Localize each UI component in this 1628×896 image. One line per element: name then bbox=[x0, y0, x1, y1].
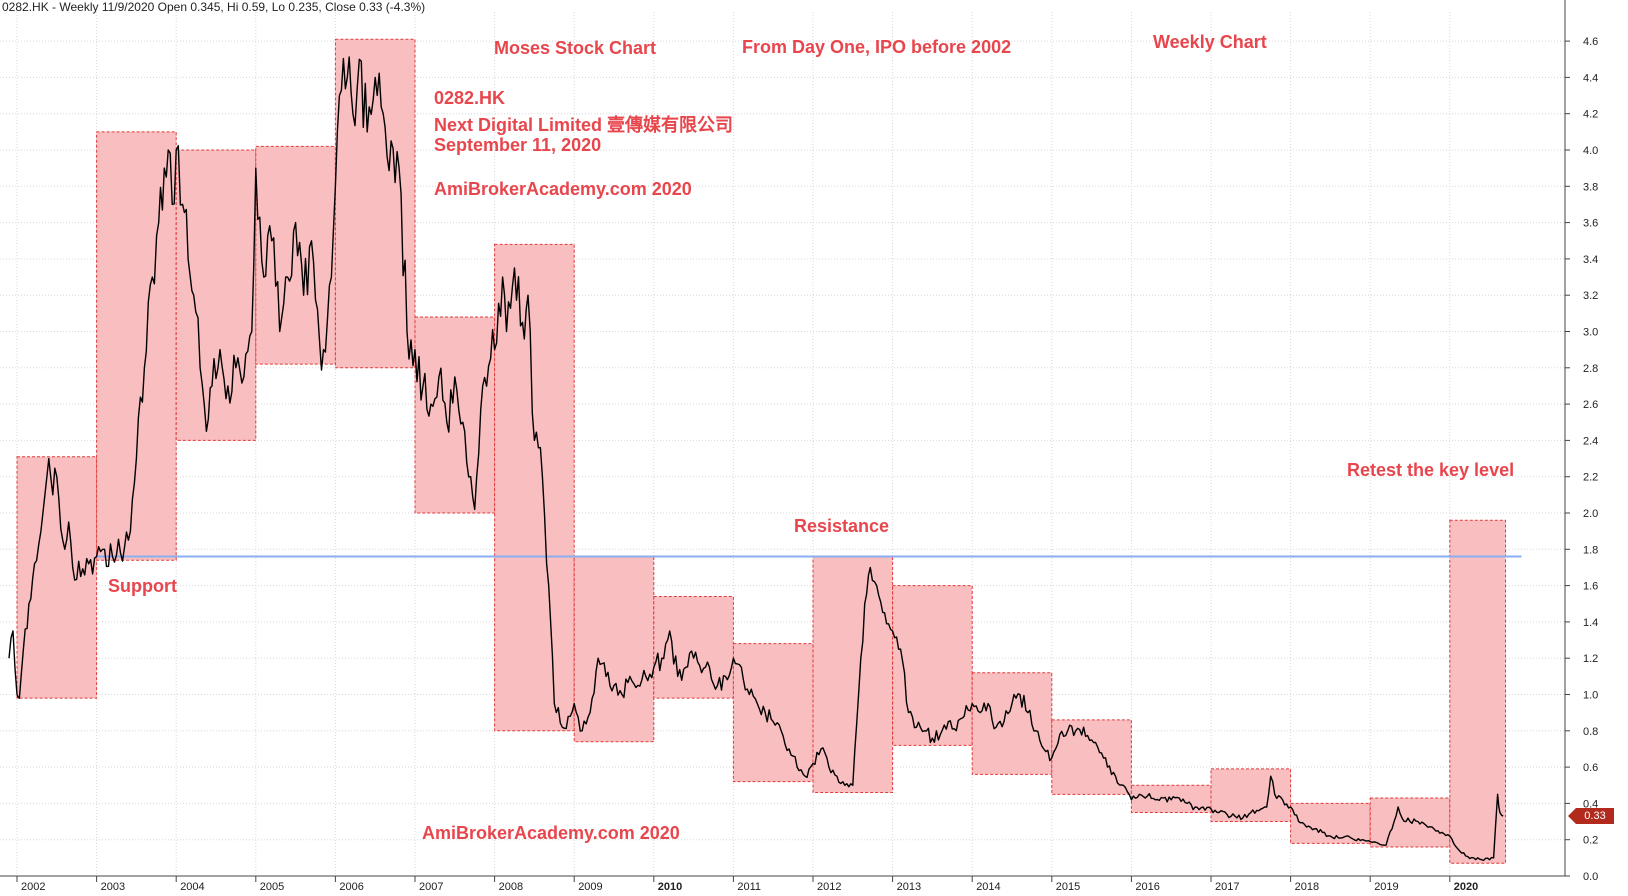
y-tick-label: 0.2 bbox=[1583, 835, 1598, 847]
ticker-label: 0282.HK bbox=[434, 88, 506, 108]
year-range-box bbox=[971, 672, 1053, 775]
x-tick-label: 2013 bbox=[897, 881, 921, 893]
year-range-box bbox=[175, 149, 257, 441]
y-tick-label: 1.6 bbox=[1583, 581, 1598, 593]
y-tick-label: 3.4 bbox=[1583, 254, 1598, 266]
price-line bbox=[8, 56, 1504, 862]
y-tick-label: 4.4 bbox=[1583, 72, 1598, 84]
year-range-box bbox=[732, 643, 814, 783]
x-tick-label: 2015 bbox=[1056, 881, 1080, 893]
year-range-box bbox=[812, 556, 894, 794]
y-tick-label: 4.0 bbox=[1583, 145, 1598, 157]
y-tick-label: 2.0 bbox=[1583, 508, 1598, 520]
y-tick-label: 4.6 bbox=[1583, 36, 1598, 48]
year-range-box bbox=[96, 131, 177, 561]
y-tick-label: 0.6 bbox=[1583, 762, 1598, 774]
x-tick-label: 2012 bbox=[817, 881, 841, 893]
year-range-box bbox=[255, 145, 336, 365]
y-axis: 0.0 0.2 0.4 0.6 0.8 1.0 1.2 1.4 1.6 1.8 2.0 2.2 2.4 2… bbox=[1564, 0, 1598, 883]
y-tick-label: 2.2 bbox=[1583, 472, 1598, 484]
x-tick-label: 2008 bbox=[499, 881, 523, 893]
y-tick-label: 1.4 bbox=[1583, 617, 1598, 629]
y-tick-label: 3.2 bbox=[1583, 290, 1598, 302]
year-range-box bbox=[573, 556, 655, 743]
x-tick-label: 2010 bbox=[658, 881, 682, 893]
year-range-box bbox=[414, 316, 496, 514]
y-tick-label: 0.4 bbox=[1583, 798, 1598, 810]
x-tick-label: 2020 bbox=[1454, 881, 1478, 893]
y-tick-label: 2.8 bbox=[1583, 363, 1598, 375]
y-tick-label: 2.6 bbox=[1583, 399, 1598, 411]
y-tick-label: 1.2 bbox=[1583, 653, 1598, 665]
y-tick-label: 2.4 bbox=[1583, 435, 1598, 447]
retest-key-level-label: Retest the key level bbox=[1347, 460, 1515, 480]
year-range-box bbox=[494, 243, 575, 732]
y-tick-label: 3.0 bbox=[1583, 327, 1598, 339]
weekly-chart-label: Weekly Chart bbox=[1153, 32, 1267, 52]
year-range-box bbox=[1369, 797, 1451, 848]
company-label: Next Digital Limited 壹傳媒有限公司 bbox=[434, 115, 734, 135]
resistance-label: Resistance bbox=[794, 516, 890, 536]
yearly-range-boxes bbox=[16, 38, 1507, 864]
x-tick-label: 2009 bbox=[578, 881, 602, 893]
moses-stock-chart-label: Moses Stock Chart bbox=[494, 38, 657, 58]
x-tick-label: 2014 bbox=[976, 881, 1000, 893]
x-tick-label: 2016 bbox=[1135, 881, 1159, 893]
x-tick-label: 2002 bbox=[21, 881, 45, 893]
x-axis: 2002 2003 2004 2005 2006 2007 2008 2009 2010 2011… bbox=[0, 875, 1565, 893]
year-range-box bbox=[892, 585, 973, 746]
y-tick-label: 1.0 bbox=[1583, 690, 1598, 702]
y-tick-label: 3.6 bbox=[1583, 218, 1598, 230]
x-tick-label: 2017 bbox=[1215, 881, 1239, 893]
x-tick-label: 2003 bbox=[101, 881, 125, 893]
year-range-box bbox=[1051, 719, 1132, 795]
x-tick-label: 2004 bbox=[180, 881, 204, 893]
date-label: September 11, 2020 bbox=[434, 135, 602, 155]
y-tick-label: 4.2 bbox=[1583, 109, 1598, 121]
x-tick-label: 2007 bbox=[419, 881, 443, 893]
y-tick-label: 3.8 bbox=[1583, 181, 1598, 193]
site-label-bottom: AmiBrokerAcademy.com 2020 bbox=[422, 823, 680, 843]
x-tick-label: 2006 bbox=[339, 881, 363, 893]
last-price-badge: 0.33 bbox=[1568, 808, 1614, 824]
from-day-one-label: From Day One, IPO before 2002 bbox=[742, 37, 1012, 57]
y-tick-label: 0.0 bbox=[1583, 871, 1598, 883]
x-tick-label: 2005 bbox=[260, 881, 284, 893]
y-tick-label: 0.8 bbox=[1583, 726, 1598, 738]
chart-header: 0282.HK - Weekly 11/9/2020 Open 0.345, H… bbox=[2, 0, 426, 14]
support-label: Support bbox=[108, 576, 177, 596]
x-tick-label: 2011 bbox=[737, 881, 761, 893]
year-range-box bbox=[334, 38, 416, 369]
site-label-top: AmiBrokerAcademy.com 2020 bbox=[434, 179, 692, 199]
year-range-box bbox=[16, 456, 98, 699]
x-tick-label: 2018 bbox=[1295, 881, 1319, 893]
x-tick-label: 2019 bbox=[1374, 881, 1398, 893]
y-tick-label: 1.8 bbox=[1583, 544, 1598, 556]
price-series bbox=[8, 56, 1504, 862]
